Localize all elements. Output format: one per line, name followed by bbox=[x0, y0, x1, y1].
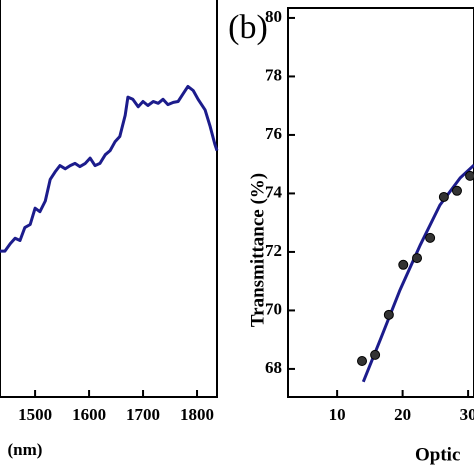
y-tick-label: 78 bbox=[265, 65, 282, 84]
plot-frame bbox=[0, 0, 218, 398]
data-point bbox=[398, 259, 409, 270]
y-tick-label: 74 bbox=[265, 182, 283, 201]
data-point bbox=[465, 170, 474, 181]
x-tick-label: 20 bbox=[394, 405, 411, 424]
data-point bbox=[357, 356, 368, 367]
x-tick-label: 10 bbox=[329, 405, 346, 424]
fit-line bbox=[361, 164, 474, 383]
data-point bbox=[425, 232, 436, 243]
data-point bbox=[412, 253, 423, 264]
x-tick-label: 1600 bbox=[72, 405, 106, 424]
y-axis-label: Transmittance (%) bbox=[247, 173, 268, 327]
x-tick-label: 1700 bbox=[126, 405, 160, 424]
y-tick-label: 70 bbox=[265, 299, 282, 318]
x-tick-label: 30 bbox=[460, 405, 474, 424]
y-tick-label: 76 bbox=[265, 124, 282, 143]
plot-frame bbox=[287, 7, 474, 398]
data-line bbox=[0, 84, 219, 253]
data-point bbox=[438, 191, 449, 202]
data-point bbox=[370, 349, 381, 360]
panel-label: (b) bbox=[228, 9, 268, 46]
x-tick-label: 1800 bbox=[180, 405, 214, 424]
data-point bbox=[383, 309, 394, 320]
data-point bbox=[451, 185, 462, 196]
x-axis-label: Optic bbox=[415, 444, 460, 465]
y-tick-label: 72 bbox=[265, 241, 282, 260]
x-axis-label: (nm) bbox=[8, 440, 43, 459]
y-tick-label: 80 bbox=[265, 7, 282, 26]
x-tick-label: 1500 bbox=[18, 405, 52, 424]
y-tick-label: 68 bbox=[265, 358, 282, 377]
